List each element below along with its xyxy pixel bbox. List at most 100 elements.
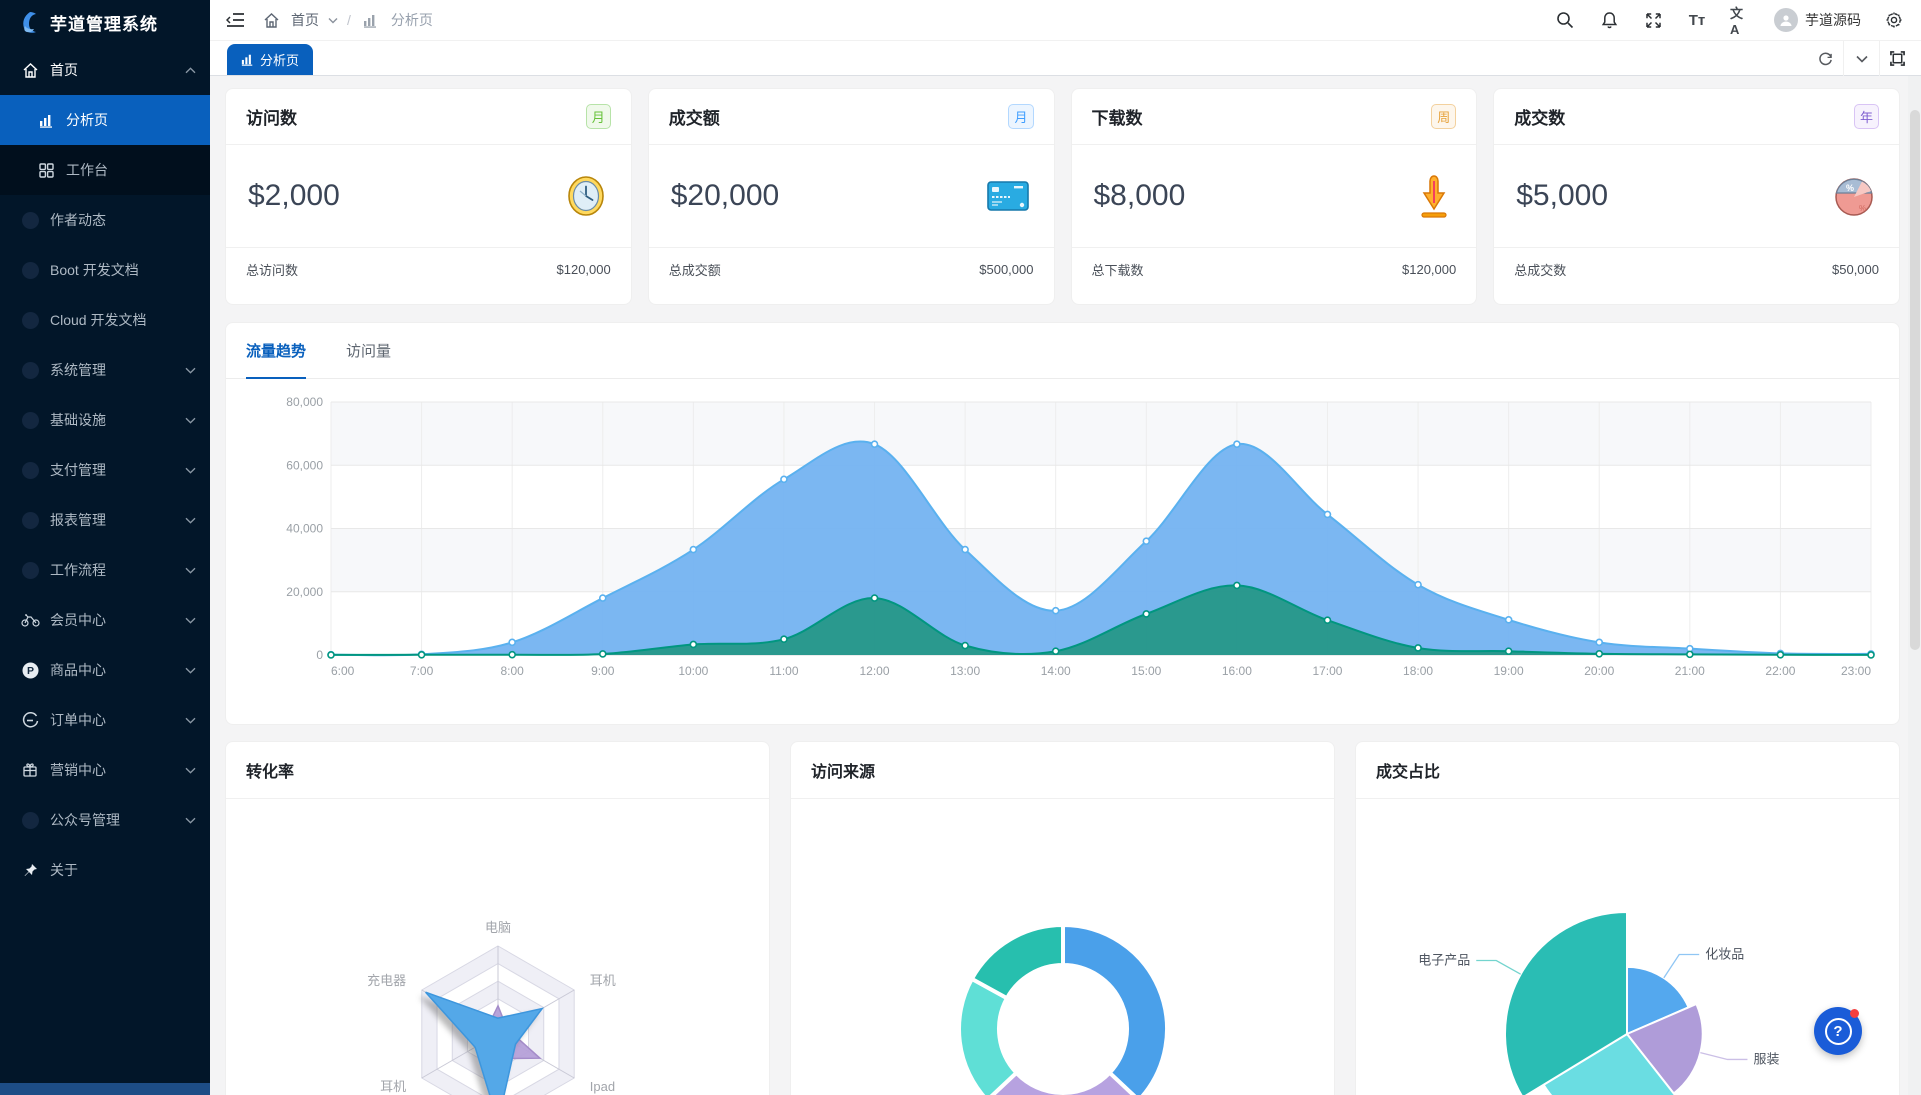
product-icon: P — [20, 660, 40, 680]
sidebar-item-公众号管理[interactable]: 公众号管理 — [0, 795, 210, 845]
vertical-scrollbar[interactable] — [1908, 76, 1921, 1095]
data-point — [780, 475, 788, 484]
dot-circle-icon — [20, 360, 40, 380]
period-badge: 周 — [1431, 104, 1457, 129]
conversion-rate-card: 转化率 电脑耳机Ipad手机耳机充电器 — [225, 741, 770, 1095]
data-point — [1867, 651, 1875, 659]
sidebar-item-会员中心[interactable]: 会员中心 — [0, 595, 210, 645]
stat-footer-value: $500,000 — [979, 262, 1034, 277]
chevron-down-icon — [185, 817, 196, 824]
pie-slice-label: 电子产品 — [1418, 953, 1470, 968]
sidebar-item-订单中心[interactable]: 订单中心 — [0, 695, 210, 745]
user-menu[interactable]: 芋道源码 — [1774, 8, 1861, 32]
data-point — [1233, 581, 1241, 590]
data-point — [780, 635, 788, 643]
menu-fold-icon[interactable] — [224, 9, 246, 31]
stat-card-成交数: 成交数 年 $5,000 %% 总成交数 $50,000 — [1493, 88, 1900, 305]
avatar — [1774, 8, 1798, 32]
sidebar-item-工作台[interactable]: 工作台 — [0, 145, 210, 195]
sidebar-item-首页[interactable]: 首页 — [0, 45, 210, 95]
chevron-down-icon[interactable] — [1843, 41, 1879, 76]
sidebar-item-label: 报表管理 — [50, 512, 106, 528]
trend-tab-流量趋势[interactable]: 流量趋势 — [246, 323, 307, 379]
x-axis-tick: 10:00 — [678, 664, 708, 678]
font-size-icon[interactable]: Tᴛ — [1688, 11, 1706, 29]
x-axis-tick: 20:00 — [1584, 664, 1614, 678]
logo-icon — [16, 10, 42, 36]
line-series-1 — [330, 584, 1872, 656]
scrollbar-thumb[interactable] — [1909, 110, 1920, 650]
sidebar-item-Boot 开发文档[interactable]: Boot 开发文档 — [0, 245, 210, 295]
clock-icon — [563, 173, 609, 219]
sidebar-item-系统管理[interactable]: 系统管理 — [0, 345, 210, 395]
dot-circle-icon — [20, 810, 40, 830]
home-icon[interactable] — [260, 9, 282, 31]
sidebar-item-营销中心[interactable]: 营销中心 — [0, 745, 210, 795]
sidebar-item-关于[interactable]: 关于 — [0, 845, 210, 895]
app-title: 芋道管理系统 — [50, 15, 158, 34]
pie-slice-化妆品 — [1626, 965, 1690, 1035]
tab-analysis[interactable]: 分析页 — [227, 44, 314, 75]
sidebar-item-基础设施[interactable]: 基础设施 — [0, 395, 210, 445]
conversion-radar-chart: 电脑耳机Ipad手机耳机充电器 — [367, 920, 616, 1095]
stat-cards-row: 访问数 月 $2,000 总访问数 $120,000 成交额 月 $20,000… — [225, 88, 1900, 305]
data-point — [1595, 649, 1604, 658]
sidebar-item-作者动态[interactable]: 作者动态 — [0, 195, 210, 245]
donut-slice-1 — [989, 1070, 1137, 1095]
dot-circle-icon — [20, 260, 40, 280]
navbar-actions: Tᴛ 文A 芋道源码 — [1554, 6, 1905, 37]
gear-icon[interactable] — [1883, 9, 1905, 31]
bell-icon[interactable] — [1598, 9, 1620, 31]
sidebar-item-分析页[interactable]: 分析页 — [0, 95, 210, 145]
chevron-down-icon — [185, 517, 196, 524]
bar-chart-icon — [360, 9, 382, 31]
data-point — [508, 638, 516, 647]
sidebar-item-工作流程[interactable]: 工作流程 — [0, 545, 210, 595]
sidebar-item-支付管理[interactable]: 支付管理 — [0, 445, 210, 495]
panel-title: 成交占比 — [1356, 742, 1899, 799]
y-axis-tick: 60,000 — [286, 458, 323, 472]
stat-footer-label: 总访问数 — [246, 263, 299, 278]
trend-tab-访问量[interactable]: 访问量 — [346, 343, 392, 360]
breadcrumb-home[interactable]: 首页 — [291, 12, 319, 28]
tab-label: 分析页 — [260, 53, 300, 68]
stat-card-成交额: 成交额 月 $20,000 总成交额 $500,000 — [647, 88, 1055, 305]
stat-card-title: 下载数 — [1091, 109, 1143, 128]
data-point — [1414, 580, 1422, 589]
search-icon[interactable] — [1554, 9, 1576, 31]
data-point — [508, 650, 516, 659]
sidebar-item-Cloud 开发文档[interactable]: Cloud 开发文档 — [0, 295, 210, 345]
marketing-icon — [20, 760, 40, 780]
data-point — [689, 640, 698, 649]
help-button[interactable]: ? — [1814, 1007, 1862, 1055]
panel-title: 访问来源 — [791, 742, 1334, 799]
notification-dot — [1850, 1009, 1859, 1018]
sidebar-item-label: 工作台 — [66, 162, 108, 178]
page-tabs-bar: 分析页 — [210, 41, 1921, 76]
chevron-down-icon — [185, 417, 196, 424]
refresh-icon[interactable] — [1807, 41, 1843, 76]
label-leader-line — [1476, 959, 1521, 975]
period-badge: 月 — [585, 104, 611, 129]
maximize-icon[interactable] — [1879, 41, 1915, 76]
data-point — [1323, 616, 1332, 625]
sidebar-item-报表管理[interactable]: 报表管理 — [0, 495, 210, 545]
stat-card-value: $8,000 — [1093, 179, 1186, 212]
sidebar-collapse-bar[interactable] — [0, 1083, 210, 1095]
radar-indicator-label: 耳机 — [380, 1079, 406, 1094]
data-point — [870, 594, 879, 602]
sidebar-item-商品中心[interactable]: P 商品中心 — [0, 645, 210, 695]
locale-icon[interactable]: 文A — [1730, 6, 1744, 37]
fullscreen-icon[interactable] — [1642, 9, 1664, 31]
member-icon — [20, 610, 40, 630]
x-axis-tick: 13:00 — [950, 664, 980, 678]
data-point — [1504, 616, 1513, 624]
app-logo[interactable]: 芋道管理系统 — [0, 0, 210, 45]
data-point — [870, 440, 879, 448]
sidebar-item-label: 支付管理 — [50, 462, 106, 478]
user-name: 芋道源码 — [1805, 12, 1861, 28]
content: 访问数 月 $2,000 总访问数 $120,000 成交额 月 $20,000… — [210, 76, 1921, 1095]
x-axis-tick: 8:00 — [500, 664, 524, 678]
stat-footer-label: 总成交额 — [668, 263, 721, 278]
